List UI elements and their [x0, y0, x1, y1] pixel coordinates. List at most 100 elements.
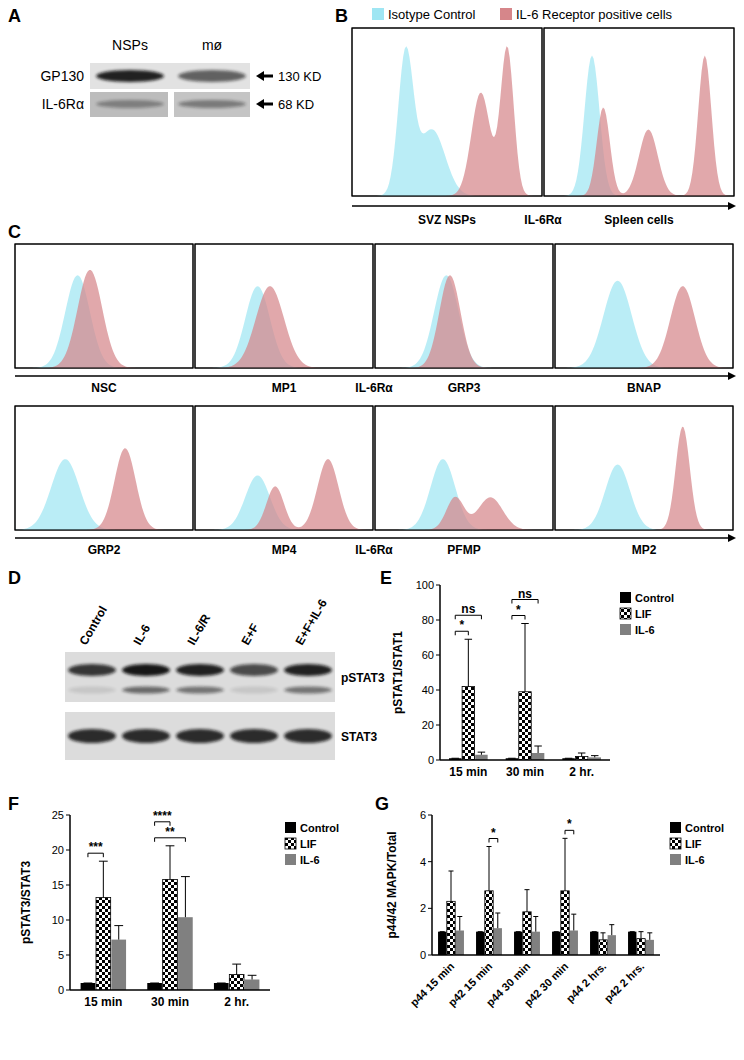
error-bar [478, 931, 483, 932]
legend-label: IL-6 [685, 854, 705, 866]
error-stem [451, 871, 452, 901]
significance-label: * [491, 826, 496, 840]
error-cap [508, 758, 515, 759]
blot-bg [90, 92, 168, 117]
error-stem [538, 746, 539, 753]
bar [475, 755, 487, 760]
error-stem [611, 925, 612, 936]
isotype-histogram [556, 281, 732, 368]
error-cap [452, 758, 459, 759]
bar [447, 901, 455, 955]
error-cap [448, 871, 453, 872]
significance-label: * [567, 817, 572, 831]
error-bar [448, 871, 453, 901]
legend-label: LIF [300, 838, 317, 850]
y-tick [66, 850, 70, 851]
error-bar [181, 877, 190, 918]
histogram-frame [15, 244, 193, 368]
lane-label: NSPs [112, 37, 148, 53]
significance-label: * [459, 618, 464, 632]
error-cap [478, 931, 483, 932]
y-tick [66, 815, 70, 816]
legend-label: IL-6 [300, 854, 320, 866]
y-tick [428, 861, 432, 862]
error-stem [118, 926, 119, 940]
error-bar [166, 846, 175, 880]
blot-band [230, 687, 278, 694]
blot-band [230, 664, 278, 676]
figure: ANSPsmøGP130130 KDIL-6Rα68 KDBIsotype Co… [0, 0, 744, 1060]
error-bar [600, 933, 605, 940]
error-bar [495, 913, 500, 928]
error-bar [565, 758, 572, 759]
bar [81, 983, 96, 990]
histogram-label: GRP3 [448, 381, 481, 395]
histogram-frame [195, 406, 373, 530]
significance-label: *** [89, 840, 103, 854]
error-cap [592, 931, 597, 932]
legend-swatch [670, 838, 681, 849]
blot-band [230, 729, 278, 743]
receptor-histogram [376, 497, 552, 530]
panel-label: B [335, 6, 348, 26]
isotype-histogram [376, 275, 552, 368]
y-tick [66, 955, 70, 956]
error-stem [525, 624, 526, 692]
y-tick-label: 20 [52, 844, 64, 856]
x-axis [440, 759, 610, 761]
error-bar [578, 753, 585, 757]
y-axis [69, 815, 71, 990]
y-axis-label: p44/42 MAPK/Total [385, 831, 399, 938]
error-cap [150, 983, 159, 984]
error-cap [578, 753, 585, 754]
histogram-frame [375, 406, 553, 530]
bar [570, 931, 578, 956]
error-cap [534, 746, 541, 747]
histogram-label: GRP2 [88, 543, 121, 557]
isotype-histogram [376, 459, 552, 530]
row-label: pSTAT3 [341, 671, 385, 685]
bar [628, 932, 636, 955]
arrow-head [728, 372, 736, 380]
error-bar [516, 931, 521, 932]
x-axis [432, 954, 660, 956]
error-cap [114, 925, 123, 926]
error-cap [217, 983, 226, 984]
y-axis-label: pSTAT1/STAT1 [391, 631, 405, 714]
legend-swatch [620, 608, 631, 619]
x-tick-label: 30 min [506, 765, 544, 779]
bar [163, 879, 178, 990]
histogram-label: MP1 [272, 381, 297, 395]
error-bar [524, 890, 529, 912]
error-cap [638, 931, 643, 932]
error-cap [521, 623, 528, 624]
legend-label: Control [685, 822, 724, 834]
bar [590, 932, 598, 955]
error-bar [571, 914, 576, 930]
significance-label: ** [165, 825, 175, 839]
legend-label: LIF [635, 608, 652, 620]
receptor-histogram [16, 448, 192, 530]
histogram-frame [352, 28, 542, 196]
blot-band [284, 687, 332, 694]
y-tick-label: 15 [52, 879, 64, 891]
plot-area [438, 838, 654, 955]
significance-label: **** [153, 809, 172, 823]
error-cap [554, 931, 559, 932]
blot-band [96, 70, 164, 82]
receptor-histogram [196, 286, 372, 368]
y-tick-label: 2 [420, 902, 426, 914]
legend-label: Control [300, 822, 339, 834]
error-cap [591, 755, 598, 756]
bar [514, 932, 522, 955]
error-stem [468, 639, 469, 686]
bar [438, 932, 446, 955]
error-cap [478, 752, 485, 753]
lane-label: mø [202, 37, 223, 53]
lane-label: IL-6 [130, 622, 153, 648]
error-cap [84, 983, 93, 984]
legend-swatch [620, 592, 631, 603]
axis-label: IL-6Rα [355, 543, 393, 557]
y-tick-label: 80 [422, 614, 434, 626]
error-bar [486, 847, 491, 891]
